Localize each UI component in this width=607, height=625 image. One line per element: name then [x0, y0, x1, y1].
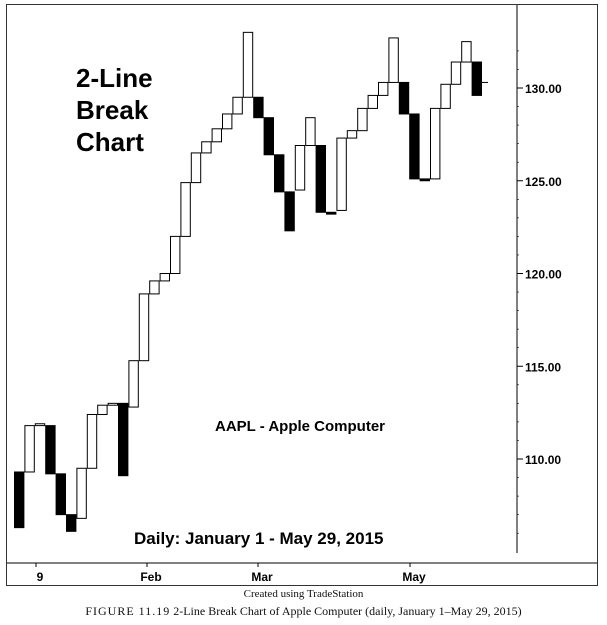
line-break-brick [55, 473, 66, 516]
y-tick-label: 130.00 [525, 82, 562, 96]
line-break-brick [357, 107, 368, 132]
line-break-brick [128, 360, 139, 408]
line-break-brick [409, 113, 420, 180]
symbol-label: AAPL - Apple Computer [215, 418, 386, 435]
x-tick-label: May [402, 570, 426, 584]
line-break-brick [461, 41, 472, 63]
line-break-brick [34, 423, 46, 427]
line-break-brick [326, 211, 337, 215]
line-break-brick [190, 152, 202, 184]
y-tick-label: 125.00 [525, 175, 562, 189]
line-break-brick [274, 154, 285, 193]
line-break-brick [367, 94, 379, 109]
y-tick-label: 120.00 [525, 268, 562, 282]
figure-caption: FIGURE 11.19 2-Line Break Chart of Apple… [0, 604, 607, 619]
line-break-brick [149, 280, 160, 295]
line-break-brick [336, 137, 347, 211]
line-break-brick [159, 273, 171, 282]
credit-line: Created using TradeStation [243, 588, 364, 600]
line-break-brick [242, 31, 254, 98]
line-break-brick [378, 81, 389, 96]
line-break-brick [24, 425, 35, 473]
line-break-brick [118, 402, 129, 477]
line-break-brick [14, 471, 25, 529]
line-break-brick [440, 83, 451, 109]
line-break-brick [284, 191, 295, 232]
line-break-brick [222, 113, 233, 130]
period-label: Daily: January 1 - May 29, 2015 [134, 529, 384, 548]
line-break-brick [232, 96, 243, 115]
line-break-brick [253, 96, 264, 119]
line-break-brick [398, 81, 410, 115]
line-break-brick [263, 117, 275, 156]
x-tick-label: 9 [37, 570, 44, 584]
line-break-brick [138, 293, 150, 362]
line-break-brick [45, 425, 56, 475]
line-break-brick [97, 404, 108, 415]
line-break-brick [170, 235, 181, 274]
line-break-brick [450, 61, 462, 85]
x-tick-label: Mar [251, 570, 273, 584]
line-break-brick [388, 37, 399, 83]
line-break-brick [86, 413, 98, 469]
line-break-brick [76, 467, 87, 519]
line-break-brick [305, 117, 316, 147]
line-break-brick [66, 514, 77, 532]
chart-frame [6, 4, 598, 586]
line-break-brick [346, 130, 358, 139]
chart-svg: 110.00 115.00 120.00 125.00 130.00 9 Feb Mar May [7, 5, 597, 584]
line-break-brick [294, 145, 306, 191]
figure-number: FIGURE 11.19 [85, 604, 171, 618]
line-break-brick [201, 141, 212, 154]
figure-caption-text: 2-Line Break Chart of Apple Computer (da… [173, 604, 522, 618]
line-break-brick [211, 128, 223, 143]
line-break-brick [107, 402, 118, 406]
line-break-brick [419, 178, 431, 182]
line-break-brick [430, 107, 441, 180]
line-break-brick [471, 61, 483, 96]
line-break-brick [315, 145, 327, 213]
x-tick-label: Feb [140, 570, 161, 584]
chart-title: 2-Line Break Chart [76, 63, 153, 157]
y-tick-label: 115.00 [525, 360, 561, 374]
line-break-brick [180, 182, 191, 237]
y-tick-label: 110.00 [525, 453, 561, 467]
